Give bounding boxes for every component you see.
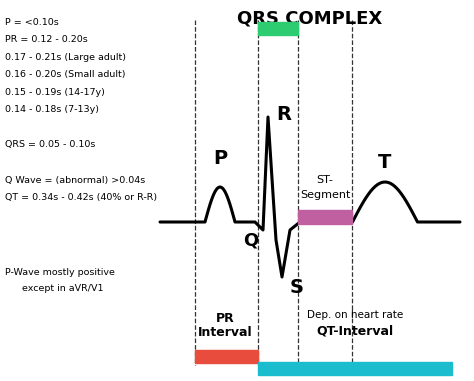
Text: R: R	[276, 106, 291, 125]
Text: P: P	[213, 149, 227, 168]
Bar	[195, 350, 258, 363]
Text: S: S	[290, 278, 304, 297]
Text: except in aVR/V1: except in aVR/V1	[22, 284, 103, 293]
Text: Segment: Segment	[300, 190, 350, 200]
Text: 0.15 - 0.19s (14-17y): 0.15 - 0.19s (14-17y)	[5, 88, 105, 97]
Bar	[298, 210, 352, 224]
Text: QRS COMPLEX: QRS COMPLEX	[237, 10, 383, 28]
Text: Dep. on heart rate: Dep. on heart rate	[307, 310, 403, 320]
Text: 0.14 - 0.18s (7-13y): 0.14 - 0.18s (7-13y)	[5, 106, 99, 115]
Text: QT-Interval: QT-Interval	[317, 325, 393, 338]
Text: 0.16 - 0.20s (Small adult): 0.16 - 0.20s (Small adult)	[5, 70, 126, 80]
Text: Q Wave = (abnormal) >0.04s: Q Wave = (abnormal) >0.04s	[5, 176, 145, 184]
Text: QT = 0.34s - 0.42s (40% or R-R): QT = 0.34s - 0.42s (40% or R-R)	[5, 193, 157, 202]
Text: P = <0.10s: P = <0.10s	[5, 18, 59, 27]
Text: QRS = 0.05 - 0.10s: QRS = 0.05 - 0.10s	[5, 141, 95, 149]
Text: PR: PR	[216, 312, 234, 325]
Text: P-Wave mostly positive: P-Wave mostly positive	[5, 268, 115, 277]
Text: 0.17 - 0.21s (Large adult): 0.17 - 0.21s (Large adult)	[5, 53, 126, 62]
Text: T: T	[378, 153, 392, 172]
Text: Interval: Interval	[198, 326, 252, 339]
Text: PR = 0.12 - 0.20s: PR = 0.12 - 0.20s	[5, 35, 88, 45]
Text: Q: Q	[243, 232, 258, 250]
Bar	[258, 22, 298, 35]
Bar	[258, 362, 452, 375]
Text: ST-: ST-	[317, 175, 333, 185]
